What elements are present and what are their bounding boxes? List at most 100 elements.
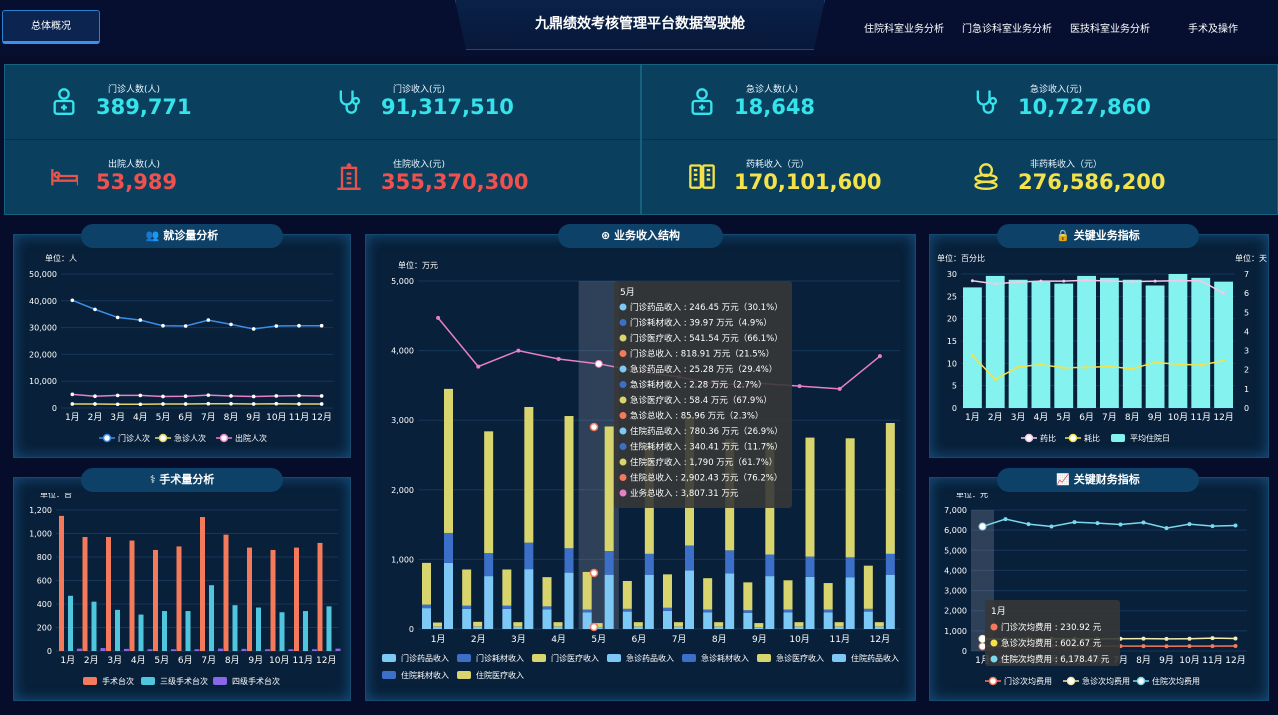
data-point [229, 322, 233, 327]
data-point [206, 401, 211, 406]
kpi-label: 门诊人数(人) [108, 85, 161, 95]
tooltip-row: 急诊次均费用 : 602.67 元 [1001, 638, 1102, 649]
stack-segment [794, 626, 804, 629]
tooltip-row: 急诊药品收入 : 25.28 万元（29.4%） [630, 364, 777, 375]
bar [1191, 277, 1211, 408]
kpi-label: 急诊人数(人) [746, 85, 799, 95]
tooltip-dot [619, 474, 627, 481]
bar [200, 517, 205, 651]
unit-label: 单位：万元 [398, 260, 438, 270]
stack-segment [663, 574, 672, 608]
finance-chart: 单位：元 0 1,000 2,000 3,000 4,000 5,000 6,000 7,000… [944, 493, 1247, 686]
bar [115, 609, 120, 651]
data-point [161, 394, 165, 399]
bar [153, 549, 158, 651]
legend-marker [1068, 433, 1078, 443]
emergency-icon [691, 88, 713, 115]
tooltip-row: 业务总收入 : 3,807.31 万元 [630, 488, 739, 499]
legend-label: 住院次均费用 [1152, 676, 1200, 686]
bar [270, 549, 276, 651]
bar [326, 606, 332, 651]
revenue-panel-title: ⊛ 业务收入结构 [558, 224, 723, 248]
legend-swatch [757, 654, 771, 662]
data-point [70, 298, 75, 303]
stack-segment [725, 550, 735, 574]
stack-segment [805, 576, 815, 629]
x-tick-label: 5月 [156, 412, 171, 423]
nav-inpatient-analysis[interactable]: 住院科室业务分析 [864, 24, 944, 35]
data-point [978, 634, 987, 643]
x-tick-label: 10月 [266, 412, 286, 423]
y-tick-label: 0 [47, 647, 52, 656]
data-point [1199, 279, 1203, 283]
visits-panel [13, 234, 351, 458]
data-point [297, 393, 301, 398]
x-tick-label: 1月 [965, 412, 980, 423]
bar [1122, 279, 1142, 408]
nav-medtech-analysis[interactable]: 医技科室业务分析 [1070, 24, 1150, 35]
data-point [516, 348, 521, 353]
bar [185, 611, 191, 651]
data-point [1164, 636, 1169, 641]
x-tick-label: 3月 [110, 412, 125, 423]
data-point [1233, 636, 1238, 641]
legend-label: 急诊药品收入 [626, 653, 674, 663]
data-point [138, 393, 143, 398]
legend-label: 门诊耗材收入 [476, 653, 524, 663]
bar [209, 585, 214, 651]
nav-outpatient-analysis[interactable]: 门急诊科室业务分析 [962, 24, 1052, 35]
page-title: 九鼎绩效考核管理平台数据驾驶舱 [535, 16, 745, 32]
hover-marker [589, 622, 599, 632]
bar [256, 607, 261, 651]
bar [294, 547, 299, 651]
data-point [1199, 363, 1203, 367]
data-point [970, 279, 974, 283]
stack-segment [593, 623, 603, 628]
bar [59, 515, 64, 651]
nav-surgery[interactable]: 手术及操作 [1188, 24, 1238, 35]
legend-marker [1024, 433, 1034, 443]
stack-segment [444, 562, 453, 629]
data-point [70, 402, 75, 406]
legend-marker [1066, 676, 1076, 686]
data-point [1176, 279, 1180, 283]
y-tick-label: 5,000 [944, 546, 967, 555]
data-point [297, 402, 301, 406]
stack-segment [765, 576, 775, 629]
legend-label: 急诊耗材收入 [701, 653, 749, 663]
bar [288, 649, 294, 651]
x-tick-label: 6月 [632, 634, 647, 645]
data-point [1118, 522, 1123, 527]
data-point [476, 364, 481, 369]
data-point [138, 402, 143, 407]
x-tick-label: 8月 [1136, 655, 1151, 666]
bar [241, 648, 247, 651]
legend-label: 平均住院日 [1130, 433, 1170, 443]
stack-segment [834, 622, 844, 627]
y-tick-label-right: 2 [1244, 366, 1249, 375]
surgery-chart: 单位：台 0 200 400 600 800 1,000 1,200 1月 2月 3月 4月 5月 6月 7… [29, 493, 341, 686]
legend-label: 门诊药品收入 [401, 653, 449, 663]
bar [77, 648, 82, 651]
stack-segment [524, 542, 534, 570]
x-tick-label: 4月 [551, 634, 566, 645]
lock-icon: 🔒 [1056, 229, 1074, 242]
legend-label: 急诊次均费用 [1082, 676, 1130, 686]
stack-segment [834, 626, 844, 629]
y-tick-label-right: 6 [1244, 289, 1249, 298]
stack-segment [444, 532, 453, 563]
data-point [297, 323, 301, 328]
stack-segment [484, 431, 494, 554]
bar [147, 649, 153, 651]
tooltip-bg [985, 600, 1120, 666]
data-point [251, 402, 256, 406]
stack-segment [885, 422, 895, 554]
legend-swatch [213, 677, 227, 685]
tooltip-dot [619, 489, 627, 497]
tooltip-dot [990, 655, 998, 663]
key-panel-title: 🔒 关键业务指标 [997, 224, 1199, 248]
tooltip-dot [619, 427, 627, 435]
stack-segment [622, 608, 632, 612]
stack-segment [823, 583, 833, 610]
overview-button[interactable]: 总体概况 [2, 10, 100, 44]
